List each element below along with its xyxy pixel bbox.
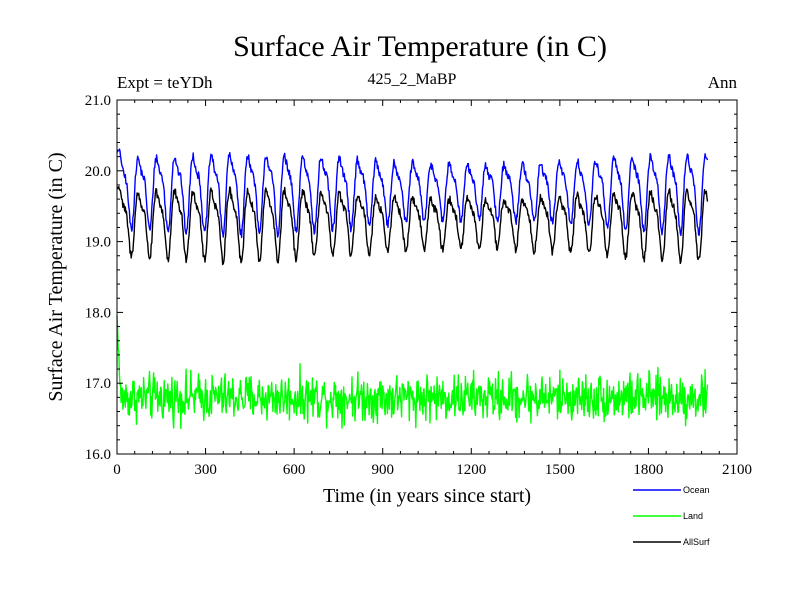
y-tick-label: 16.0 [85,447,111,463]
series-line-ocean [116,148,709,239]
y-tick-label: 21.0 [85,93,111,109]
y-tick-label: 20.0 [85,164,111,180]
legend: Ocean Land AllSurf [633,485,710,547]
x-tick-label: 900 [371,462,394,478]
series-line-land [116,315,709,430]
y-tick-label: 17.0 [85,376,111,392]
chart-subtitle-left: Expt = teYDh [117,73,213,92]
series-layer [116,148,709,430]
x-axis-label: Time (in years since start) [323,485,531,507]
x-tick-label: 0 [113,462,121,478]
plot-frame [116,99,738,455]
legend-label-land: Land [683,511,703,521]
series-line-allsurf [116,186,709,266]
x-tick-label: 1800 [633,462,663,478]
x-tick-label: 1500 [545,462,575,478]
y-tick-label: 18.0 [85,305,111,321]
x-tick-label: 2100 [722,462,752,478]
x-tick-label: 300 [194,462,217,478]
legend-label-allsurf: AllSurf [683,537,710,547]
chart-subtitle-center: 425_2_MaBP [368,71,457,88]
x-tick-label: 1200 [456,462,486,478]
x-tick-label: 600 [283,462,306,478]
chart-subtitle-right: Ann [708,73,738,92]
legend-label-ocean: Ocean [683,485,710,495]
chart-title: Surface Air Temperature (in C) [233,30,607,63]
y-tick-label: 19.0 [85,235,111,251]
axis-layer: 0 300 600 900 1200 1500 1800 2100 16.0 17.0 18.0 19… [85,93,752,478]
y-axis-label: Surface Air Temperature (in C) [45,152,67,401]
